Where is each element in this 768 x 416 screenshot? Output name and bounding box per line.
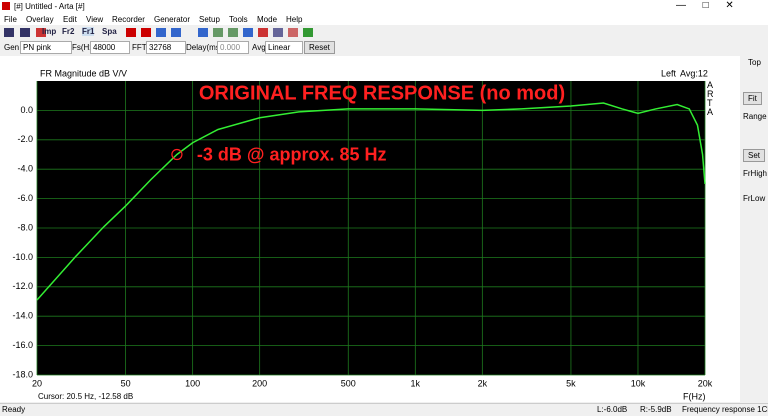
- tool-icon[interactable]: [213, 28, 223, 37]
- status-text: R:-5.9dB: [640, 405, 672, 414]
- menu-item[interactable]: Generator: [154, 15, 191, 24]
- menu-item[interactable]: Recorder: [112, 15, 145, 24]
- label: Top: [748, 58, 761, 67]
- fft-select[interactable]: 32768: [146, 41, 186, 54]
- label: FFT: [132, 43, 147, 52]
- x-tick-label: 20k: [698, 378, 713, 388]
- x-tick-label: 2k: [478, 378, 488, 388]
- menu-bar: File Overlay Edit View Recorder Generator Setu…: [0, 13, 768, 25]
- channel-label: Left: [661, 68, 677, 78]
- menu-item[interactable]: Tools: [229, 15, 248, 24]
- fs-select[interactable]: 48000: [90, 41, 130, 54]
- label: FrHigh: [743, 169, 768, 178]
- tool-icon[interactable]: [141, 28, 151, 37]
- response-line: [36, 102, 706, 301]
- headline: ORIGINAL FREQ RESPONSE (no mod): [199, 82, 565, 104]
- window-title: [#] Untitled - Arta [#]: [14, 2, 85, 11]
- x-tick-label: 500: [341, 378, 356, 388]
- y-tick-label: -4.0: [17, 164, 33, 174]
- fit-button[interactable]: Fit: [743, 92, 762, 105]
- reset-button[interactable]: Reset: [304, 41, 335, 54]
- tool-icon[interactable]: [228, 28, 238, 37]
- x-tick-label: 5k: [566, 378, 576, 388]
- menu-item[interactable]: Edit: [63, 15, 77, 24]
- tool-icon[interactable]: [4, 28, 14, 37]
- y-tick-label: -14.0: [12, 311, 33, 321]
- tool-button[interactable]: Fr1: [82, 27, 95, 36]
- x-tick-label: 200: [252, 378, 267, 388]
- x-tick-label: 1k: [411, 378, 421, 388]
- x-tick-label: 10k: [631, 378, 646, 388]
- menu-item[interactable]: Setup: [199, 15, 220, 24]
- x-tick-label: 100: [185, 378, 200, 388]
- set-button[interactable]: Set: [743, 149, 766, 162]
- y-tick-label: -6.0: [17, 193, 33, 203]
- label: Range: [743, 112, 767, 121]
- x-axis-label: F(Hz): [683, 391, 706, 401]
- status-text: Frequency response 1Ch: [682, 405, 768, 414]
- x-tick-label: 20: [32, 378, 42, 388]
- tool-icon[interactable]: [273, 28, 283, 37]
- status-bar: Ready L:-6.0dB R:-5.9dB Frequency response …: [0, 403, 768, 416]
- tool-icon[interactable]: [36, 28, 46, 37]
- annotation-text: -3 dB @ approx. 85 Hz: [197, 144, 387, 164]
- tool-icon[interactable]: [20, 28, 30, 37]
- y-tick-label: -10.0: [12, 252, 33, 262]
- delay-input[interactable]: 0.000: [217, 41, 249, 54]
- tool-icon[interactable]: [303, 28, 313, 37]
- label: FrLow: [743, 194, 766, 203]
- controls-bar: Gen PN pink Fs(Hz) 48000 FFT 32768 Delay…: [0, 41, 768, 55]
- title-bar: [#] Untitled - Arta [#] — □ ✕: [0, 0, 768, 13]
- avg-select[interactable]: Linear: [265, 41, 303, 54]
- avg-label: Avg:12: [680, 68, 708, 78]
- tool-icon[interactable]: [243, 28, 253, 37]
- tool-icon[interactable]: [171, 28, 181, 37]
- y-tick-label: -16.0: [12, 340, 33, 350]
- tool-icon[interactable]: [126, 28, 136, 37]
- toolbar: Imp Fr2 Fr1 Spa: [0, 26, 768, 40]
- menu-item[interactable]: File: [4, 15, 17, 24]
- menu-item[interactable]: Mode: [257, 15, 278, 24]
- tool-button[interactable]: Imp: [42, 27, 57, 36]
- chart: 0.0 -2.0 -4.0 -6.0 -8.0 -10.0 -12.0 -14.0 -16.0 -…: [0, 56, 740, 402]
- y-tick-label: -8.0: [17, 222, 33, 232]
- app-icon: [2, 2, 10, 10]
- tool-icon[interactable]: [258, 28, 268, 37]
- tool-icon[interactable]: [198, 28, 208, 37]
- y-tick-label: -18.0: [12, 369, 33, 379]
- menu-item[interactable]: Overlay: [26, 15, 54, 24]
- menu-item[interactable]: View: [86, 15, 104, 24]
- tool-icon[interactable]: [288, 28, 298, 37]
- label: Avg: [252, 43, 266, 52]
- menu-item[interactable]: Help: [286, 15, 303, 24]
- status-text: Ready: [2, 405, 26, 414]
- annotation-marker: [171, 148, 183, 161]
- gen-select[interactable]: PN pink: [20, 41, 72, 54]
- status-text: L:-6.0dB: [597, 405, 628, 414]
- cursor-readout: Cursor: 20.5 Hz, -12.58 dB: [38, 392, 134, 401]
- side-panel: Top Fit Range Set FrHigh FrLow: [740, 56, 768, 402]
- y-tick-label: 0.0: [20, 105, 33, 115]
- tool-button[interactable]: Fr2: [62, 27, 75, 36]
- label: Fs(Hz): [72, 43, 96, 52]
- chart-title: FR Magnitude dB V/V: [40, 68, 127, 78]
- tool-icon[interactable]: [156, 28, 166, 37]
- window-buttons[interactable]: — □ ✕: [676, 0, 734, 11]
- y-tick-label: -12.0: [12, 281, 33, 291]
- tool-button[interactable]: Spa: [102, 27, 117, 36]
- x-tick-label: 50: [121, 378, 131, 388]
- y-tick-label: -2.0: [17, 134, 33, 144]
- label: Delay(ms): [186, 43, 223, 52]
- label: Gen: [4, 43, 20, 52]
